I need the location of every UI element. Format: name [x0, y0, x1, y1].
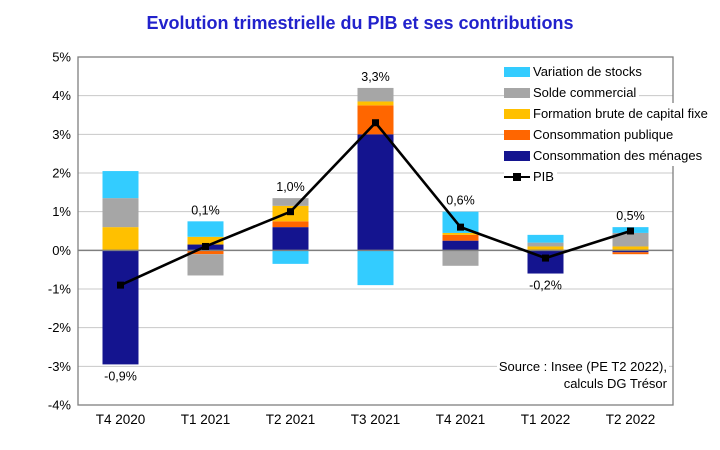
source-note: Source : Insee (PE T2 2022), calculs DG …: [496, 357, 669, 393]
legend-label: Solde commercial: [533, 85, 637, 100]
legend-label: PIB: [533, 169, 554, 184]
bar-segment: [612, 252, 649, 255]
legend-item: PIB: [504, 166, 557, 187]
chart-title: Evolution trimestrielle du PIB et ses co…: [146, 13, 574, 33]
bar-segment: [442, 240, 479, 251]
pib-value-label: -0,2%: [529, 279, 562, 293]
bar-segment: [272, 250, 309, 264]
source-line-2: calculs DG Trésor: [563, 376, 667, 391]
bar-segment: [357, 250, 394, 286]
bar-segment: [442, 232, 479, 235]
bar-segment: [187, 236, 224, 245]
legend-item: Consommation publique: [504, 124, 677, 145]
y-tick-label: 0%: [52, 243, 71, 258]
legend-line-marker-icon: [504, 172, 530, 182]
pib-marker: [542, 254, 549, 262]
bar-segment: [442, 234, 479, 241]
legend-swatch-icon: [504, 129, 530, 140]
x-axis-label: T3 2021: [351, 412, 401, 427]
bar-segment: [527, 242, 564, 247]
bar-segment: [527, 234, 564, 243]
pib-value-label: 0,1%: [191, 203, 220, 217]
bar-segment: [272, 198, 309, 206]
legend-item: Solde commercial: [504, 82, 640, 103]
pib-value-label: 3,3%: [361, 70, 390, 84]
bar-segment: [442, 250, 479, 266]
x-axis-label: T1 2021: [181, 412, 231, 427]
legend-label: Variation de stocks: [533, 64, 642, 79]
legend-swatch-icon: [504, 150, 530, 161]
bar-segment: [187, 221, 224, 237]
y-tick-label: 3%: [52, 127, 71, 142]
bar-segment: [357, 101, 394, 106]
bar-segment: [187, 250, 224, 255]
pib-value-label: -0,9%: [104, 369, 137, 383]
bar-segment: [357, 134, 394, 251]
y-tick-label: -3%: [48, 359, 72, 374]
x-axis-label: T2 2022: [606, 412, 656, 427]
bar-segment: [102, 227, 139, 251]
x-axis-label: T2 2021: [266, 412, 316, 427]
bar-segment: [272, 227, 309, 251]
y-tick-label: -2%: [48, 320, 72, 335]
pib-marker: [287, 208, 294, 216]
pib-value-label: 1,0%: [276, 180, 305, 194]
bar-segment: [612, 246, 649, 251]
y-tick-label: -4%: [48, 398, 72, 413]
bar-segment: [612, 250, 649, 253]
legend-swatch-icon: [504, 66, 530, 77]
pib-marker: [627, 227, 634, 235]
pib-marker: [202, 242, 209, 250]
x-axis-label: T4 2021: [436, 412, 486, 427]
bar-segment: [187, 254, 224, 276]
x-axis-label: T4 2020: [96, 412, 146, 427]
pib-value-label: 0,5%: [616, 209, 645, 223]
bar-segment: [357, 87, 394, 102]
y-tick-label: 5%: [52, 50, 71, 65]
legend-label: Consommation des ménages: [533, 148, 703, 163]
legend-item: Variation de stocks: [504, 61, 645, 82]
legend-swatch-icon: [504, 108, 530, 119]
x-axis-label: T1 2022: [521, 412, 571, 427]
bar-segment: [102, 171, 139, 199]
legend-label: Consommation publique: [533, 127, 674, 142]
y-tick-label: 1%: [52, 204, 71, 219]
plot-border: [77, 56, 674, 406]
legend-item: Formation brute de capital fixe: [504, 103, 711, 124]
legend-label: Formation brute de capital fixe: [533, 106, 708, 121]
bar-segment: [527, 246, 564, 251]
y-tick-label: 2%: [52, 166, 71, 181]
y-tick-label: 4%: [52, 88, 71, 103]
bar-segment: [102, 198, 139, 228]
source-line-1: Source : Insee (PE T2 2022),: [498, 359, 667, 374]
pib-marker: [372, 119, 379, 127]
pib-marker: [117, 281, 124, 289]
y-tick-label: -1%: [48, 282, 72, 297]
legend: Variation de stocks Solde commercial Forma…: [504, 61, 711, 187]
legend-swatch-icon: [504, 87, 530, 98]
bar-segment: [272, 221, 309, 228]
legend-item: Consommation des ménages: [504, 145, 706, 166]
pib-marker: [457, 223, 464, 231]
bar-segment: [612, 232, 649, 247]
legend-square-marker-icon: [513, 172, 521, 181]
bar-segment: [102, 250, 139, 365]
pib-value-label: 0,6%: [446, 194, 475, 208]
